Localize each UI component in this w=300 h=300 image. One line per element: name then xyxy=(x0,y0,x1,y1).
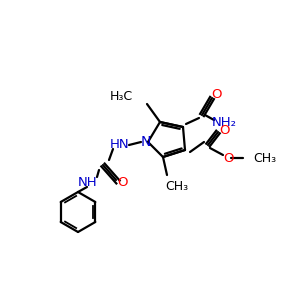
Text: N: N xyxy=(141,135,151,149)
Text: O: O xyxy=(212,88,222,101)
Text: H₃C: H₃C xyxy=(110,91,133,103)
Text: HN: HN xyxy=(110,139,130,152)
Text: O: O xyxy=(223,152,233,164)
Text: NH₂: NH₂ xyxy=(212,116,236,130)
Text: CH₃: CH₃ xyxy=(253,152,276,164)
Text: CH₃: CH₃ xyxy=(165,179,189,193)
Text: NH: NH xyxy=(78,176,98,188)
Text: O: O xyxy=(118,176,128,188)
Text: O: O xyxy=(219,124,229,136)
